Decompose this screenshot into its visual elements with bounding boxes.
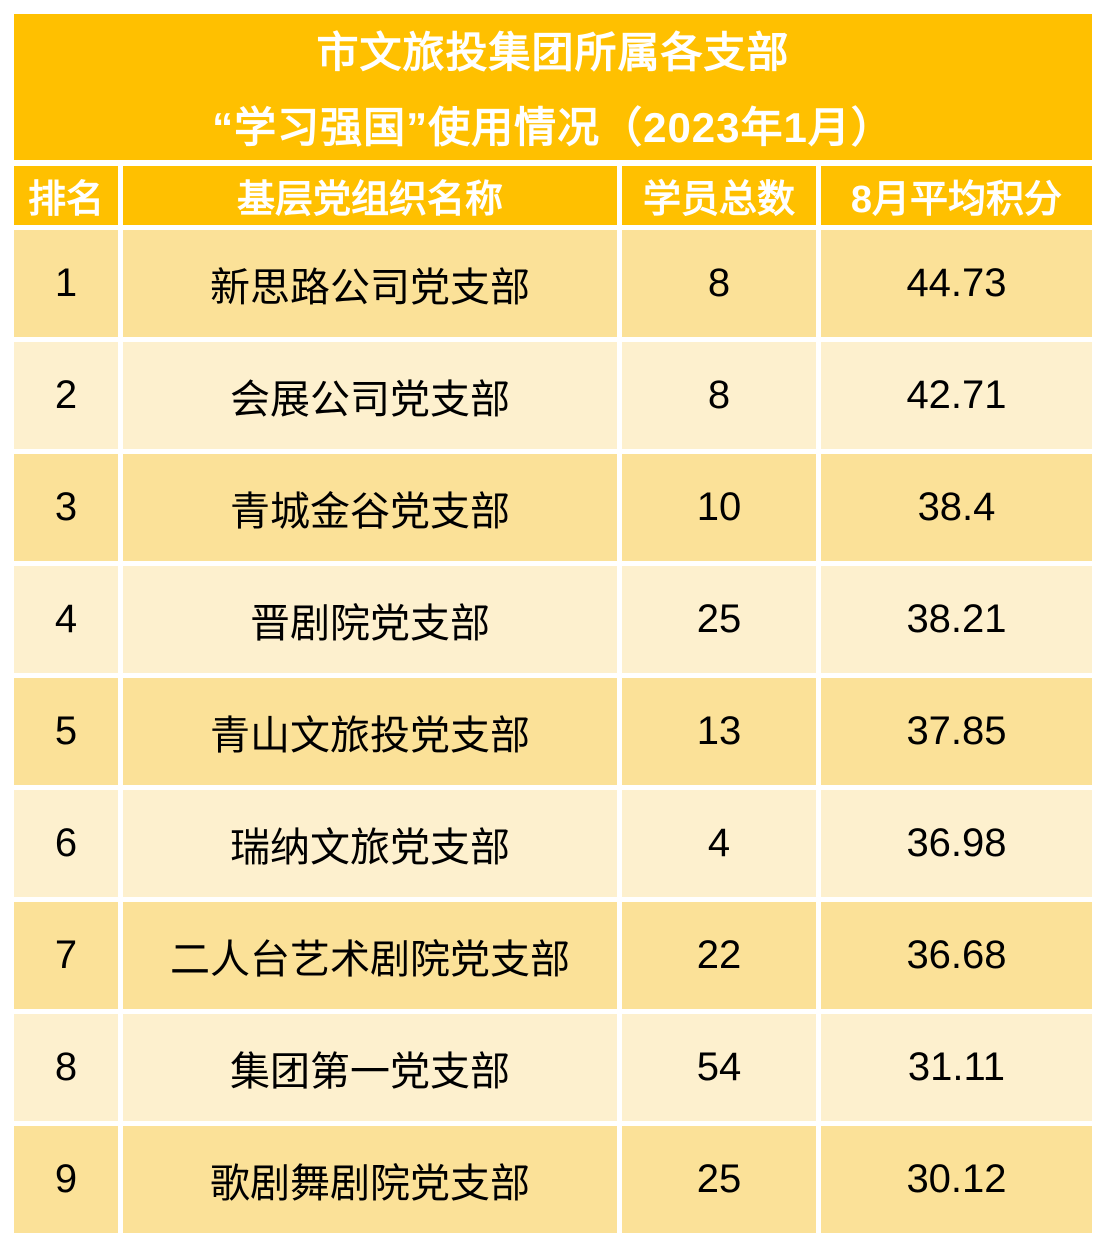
table-row: 9 歌剧舞剧院党支部 25 30.12 bbox=[14, 1126, 1092, 1233]
member-count-cell: 13 bbox=[622, 678, 816, 785]
org-name-cell: 晋剧院党支部 bbox=[123, 566, 617, 673]
member-count-cell: 22 bbox=[622, 902, 816, 1009]
org-name-cell: 会展公司党支部 bbox=[123, 342, 617, 449]
rank-cell: 8 bbox=[14, 1014, 118, 1121]
rank-cell: 5 bbox=[14, 678, 118, 785]
org-name-cell: 歌剧舞剧院党支部 bbox=[123, 1126, 617, 1233]
score-cell: 38.21 bbox=[821, 566, 1092, 673]
member-count-cell: 25 bbox=[622, 566, 816, 673]
score-cell: 36.98 bbox=[821, 790, 1092, 897]
table-title-banner: 市文旅投集团所属各支部 “学习强国”使用情况（2023年1月） bbox=[14, 14, 1092, 160]
table-header-row: 排名 基层党组织名称 学员总数 8月平均积分 bbox=[14, 166, 1092, 225]
org-name-cell: 瑞纳文旅党支部 bbox=[123, 790, 617, 897]
rank-cell: 1 bbox=[14, 230, 118, 337]
org-name-cell: 新思路公司党支部 bbox=[123, 230, 617, 337]
member-count-cell: 8 bbox=[622, 342, 816, 449]
score-cell: 31.11 bbox=[821, 1014, 1092, 1121]
header-avg-score: 8月平均积分 bbox=[821, 166, 1092, 225]
member-count-cell: 4 bbox=[622, 790, 816, 897]
header-member-count: 学员总数 bbox=[622, 166, 816, 225]
title-line-1: 市文旅投集团所属各支部 bbox=[316, 29, 790, 76]
table-row: 6 瑞纳文旅党支部 4 36.98 bbox=[14, 790, 1092, 897]
member-count-cell: 25 bbox=[622, 1126, 816, 1233]
rank-cell: 6 bbox=[14, 790, 118, 897]
score-cell: 36.68 bbox=[821, 902, 1092, 1009]
rank-cell: 9 bbox=[14, 1126, 118, 1233]
table-row: 4 晋剧院党支部 25 38.21 bbox=[14, 566, 1092, 673]
member-count-cell: 54 bbox=[622, 1014, 816, 1121]
table-row: 7 二人台艺术剧院党支部 22 36.68 bbox=[14, 902, 1092, 1009]
score-cell: 44.73 bbox=[821, 230, 1092, 337]
score-cell: 30.12 bbox=[821, 1126, 1092, 1233]
score-cell: 37.85 bbox=[821, 678, 1092, 785]
score-cell: 42.71 bbox=[821, 342, 1092, 449]
score-cell: 38.4 bbox=[821, 454, 1092, 561]
table-row: 8 集团第一党支部 54 31.11 bbox=[14, 1014, 1092, 1121]
rank-cell: 4 bbox=[14, 566, 118, 673]
member-count-cell: 8 bbox=[622, 230, 816, 337]
org-name-cell: 青山文旅投党支部 bbox=[123, 678, 617, 785]
header-rank: 排名 bbox=[14, 166, 118, 225]
table-row: 5 青山文旅投党支部 13 37.85 bbox=[14, 678, 1092, 785]
rank-cell: 2 bbox=[14, 342, 118, 449]
table-row: 2 会展公司党支部 8 42.71 bbox=[14, 342, 1092, 449]
table-row: 1 新思路公司党支部 8 44.73 bbox=[14, 230, 1092, 337]
header-org-name: 基层党组织名称 bbox=[123, 166, 617, 225]
rank-cell: 3 bbox=[14, 454, 118, 561]
rank-cell: 7 bbox=[14, 902, 118, 1009]
title-line-2: “学习强国”使用情况（2023年1月） bbox=[212, 104, 894, 151]
table-row: 3 青城金谷党支部 10 38.4 bbox=[14, 454, 1092, 561]
org-name-cell: 二人台艺术剧院党支部 bbox=[123, 902, 617, 1009]
org-name-cell: 青城金谷党支部 bbox=[123, 454, 617, 561]
org-name-cell: 集团第一党支部 bbox=[123, 1014, 617, 1121]
member-count-cell: 10 bbox=[622, 454, 816, 561]
